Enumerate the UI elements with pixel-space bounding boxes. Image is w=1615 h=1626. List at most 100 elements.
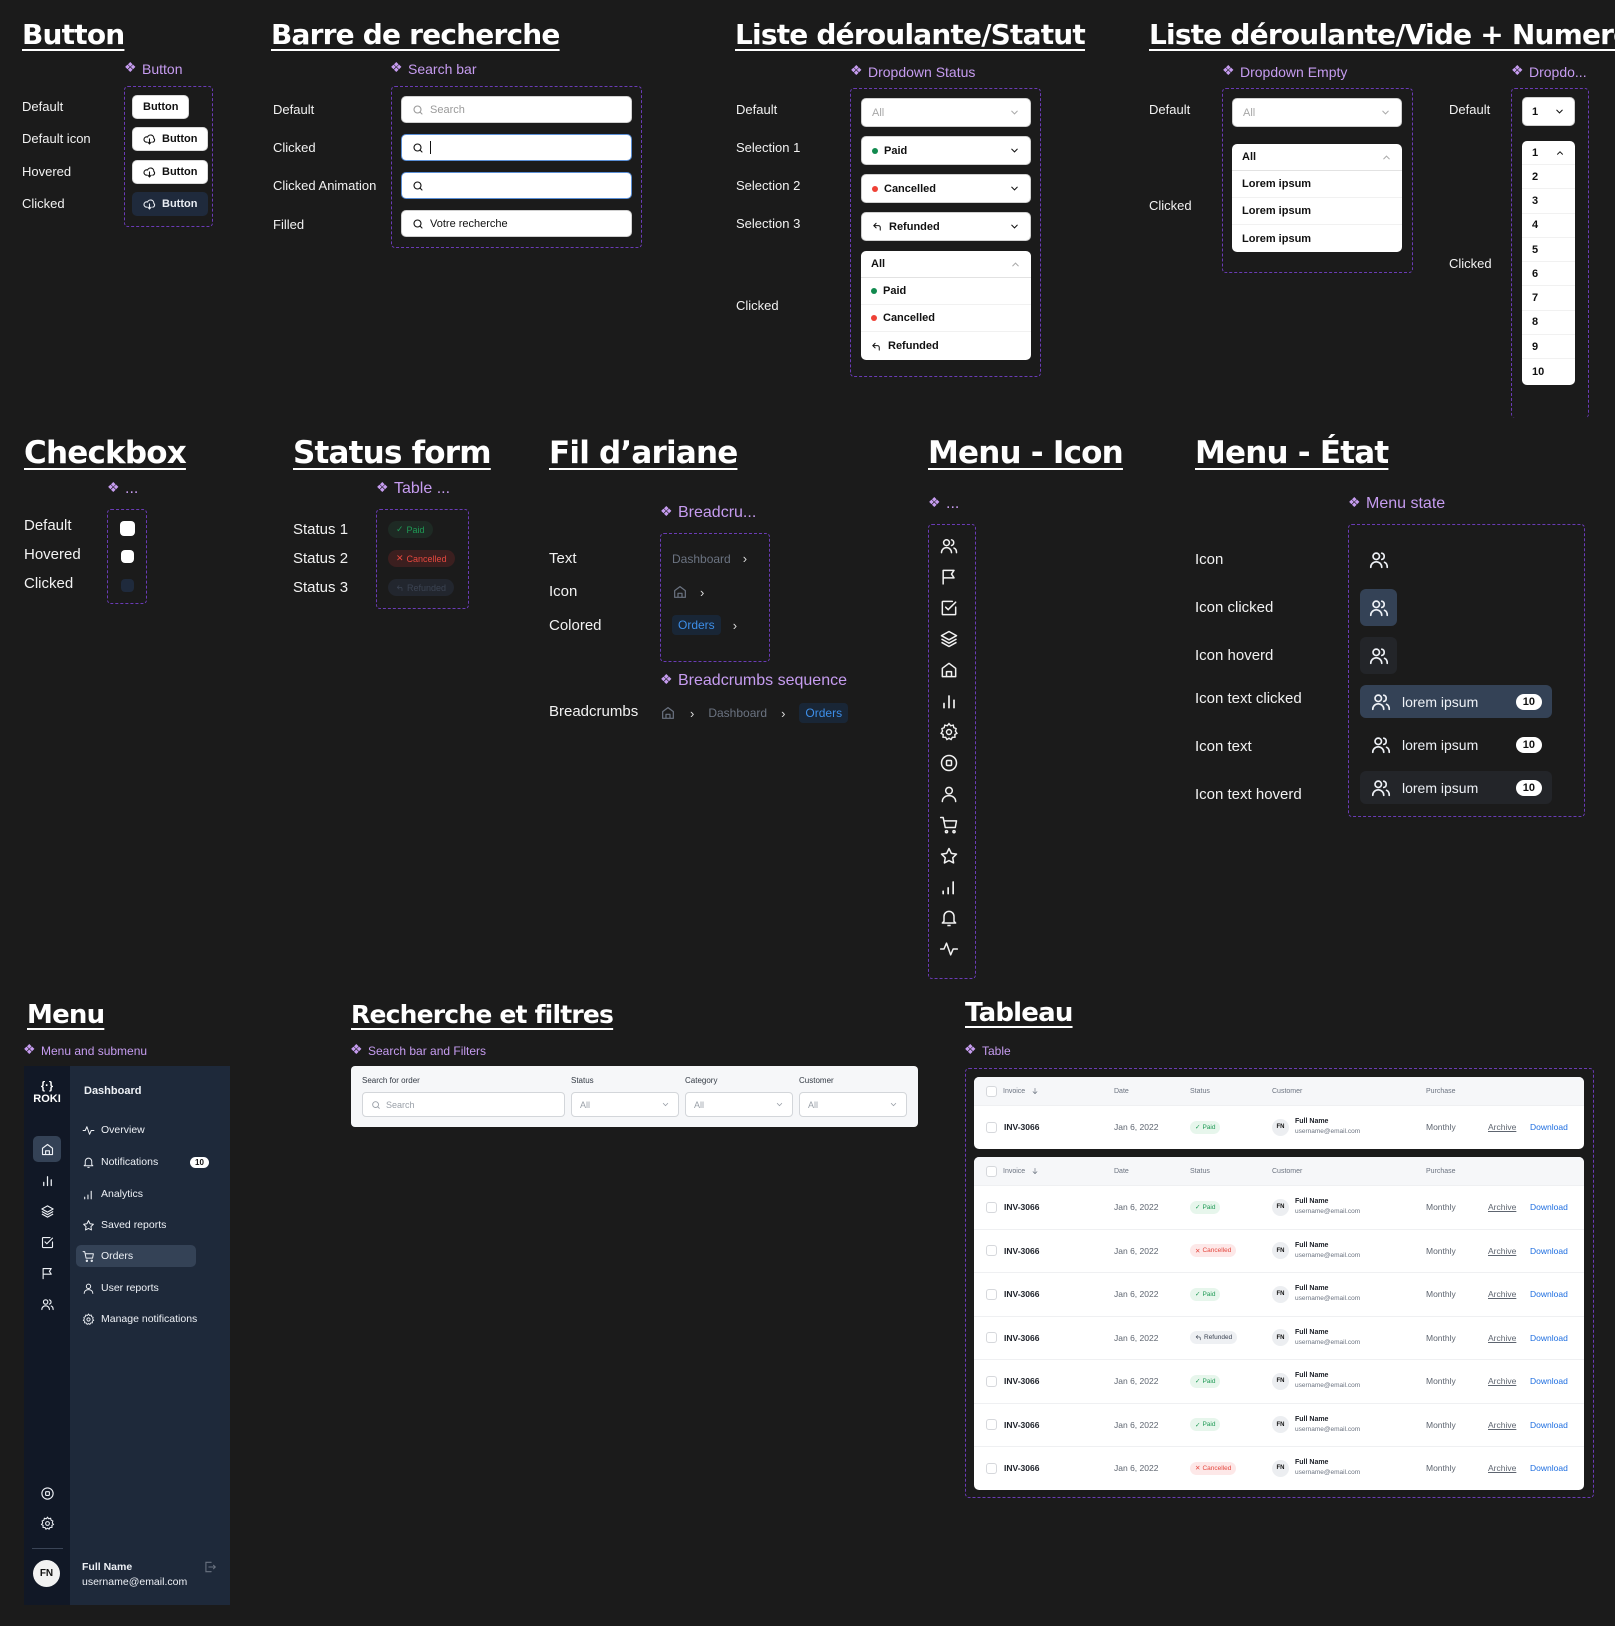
- sidebar-item-saved-reports[interactable]: Saved reports: [76, 1214, 196, 1236]
- avatar[interactable]: FN: [33, 1560, 60, 1587]
- rail-layers[interactable]: [33, 1198, 61, 1224]
- number-option[interactable]: 10: [1522, 359, 1575, 385]
- breadcrumb-colored[interactable]: Orders ›: [672, 615, 737, 635]
- number-option[interactable]: 7: [1522, 286, 1575, 311]
- row-checkbox[interactable]: [986, 1201, 997, 1213]
- gear-icon[interactable]: [939, 722, 959, 742]
- archive-link[interactable]: Archive: [1488, 1289, 1517, 1300]
- row-checkbox[interactable]: [986, 1332, 997, 1344]
- breadcrumb-text[interactable]: Dashboard ›: [672, 551, 747, 566]
- rail-flag[interactable]: [33, 1260, 61, 1286]
- button-hovered[interactable]: Button: [132, 160, 209, 184]
- sidebar-item-manage-notifications[interactable]: Manage notifications: [76, 1308, 216, 1330]
- row-checkbox[interactable]: [986, 1375, 997, 1387]
- status-dropdown-cancelled[interactable]: Cancelled: [861, 174, 1031, 203]
- download-link[interactable]: Download: [1530, 1376, 1568, 1387]
- stop-circle-icon[interactable]: [939, 753, 959, 773]
- number-option[interactable]: 5: [1522, 238, 1575, 263]
- breadcrumb-link[interactable]: Dashboard: [672, 551, 731, 566]
- search-input-clicked-animation[interactable]: [401, 172, 632, 199]
- rail-bar-chart[interactable]: [33, 1167, 61, 1193]
- dropdown-header[interactable]: All: [1232, 144, 1402, 171]
- search-input-clicked[interactable]: [401, 134, 632, 161]
- archive-link[interactable]: Archive: [1488, 1202, 1517, 1213]
- archive-link[interactable]: Archive: [1488, 1376, 1517, 1387]
- table-row[interactable]: INV-3066 Jan 6, 2022 ✓ Paid FN Full Name usern…: [974, 1272, 1584, 1316]
- sidebar-item-user-reports[interactable]: User reports: [76, 1277, 196, 1299]
- table-row[interactable]: INV-3066 Jan 6, 2022 ✓ Paid FN Full Name usern…: [974, 1359, 1584, 1403]
- number-option[interactable]: 6: [1522, 262, 1575, 287]
- bar-chart-icon[interactable]: [939, 691, 959, 711]
- logo[interactable]: {·} ROKI: [33, 1080, 61, 1106]
- select-all-checkbox[interactable]: [986, 1085, 997, 1097]
- check-square-icon[interactable]: [939, 598, 959, 618]
- flag-icon[interactable]: [939, 567, 959, 587]
- sidebar-item-analytics[interactable]: Analytics: [76, 1183, 196, 1205]
- download-link[interactable]: Download: [1530, 1122, 1568, 1133]
- button-default[interactable]: Button: [132, 95, 190, 119]
- menu-item-default[interactable]: lorem ipsum 10: [1360, 728, 1552, 761]
- rail-settings[interactable]: [33, 1510, 61, 1536]
- search-input-default[interactable]: Search: [401, 96, 632, 123]
- download-link[interactable]: Download: [1530, 1463, 1568, 1474]
- customer-filter-select[interactable]: All: [799, 1092, 907, 1117]
- breadcrumb-icon[interactable]: ›: [672, 584, 704, 600]
- number-dropdown-open[interactable]: 1 2 3 4 5 6 7 8 9 10: [1522, 141, 1575, 386]
- status-dropdown-paid[interactable]: Paid: [861, 136, 1031, 165]
- dropdown-option-paid[interactable]: Paid: [861, 278, 1031, 305]
- logout-icon[interactable]: [203, 1560, 217, 1574]
- download-link[interactable]: Download: [1530, 1419, 1568, 1430]
- menu-icon-hovered[interactable]: [1360, 637, 1397, 674]
- status-filter-select[interactable]: All: [571, 1092, 679, 1117]
- number-dropdown-default[interactable]: 1: [1522, 97, 1575, 126]
- row-checkbox[interactable]: [986, 1462, 997, 1474]
- row-checkbox[interactable]: [986, 1121, 997, 1133]
- signal-icon[interactable]: [939, 877, 959, 897]
- user-icon[interactable]: [939, 784, 959, 804]
- download-link[interactable]: Download: [1530, 1332, 1568, 1343]
- dropdown-header[interactable]: All: [861, 251, 1031, 278]
- breadcrumb-link[interactable]: Dashboard: [708, 706, 768, 720]
- rail-users[interactable]: [33, 1291, 61, 1317]
- header-invoice[interactable]: Invoice: [986, 1085, 1039, 1097]
- table-row[interactable]: INV-3066 Jan 6, 2022 ✓ Paid FN Full Name us…: [974, 1105, 1584, 1149]
- dropdown-option[interactable]: Lorem ipsum: [1232, 171, 1402, 198]
- menu-item-clicked[interactable]: lorem ipsum 10: [1360, 685, 1552, 718]
- menu-icon-default[interactable]: [1360, 541, 1397, 578]
- menu-item-hovered[interactable]: lorem ipsum 10: [1360, 771, 1552, 804]
- download-link[interactable]: Download: [1530, 1245, 1568, 1256]
- bell-icon[interactable]: [939, 908, 959, 928]
- number-option[interactable]: 4: [1522, 214, 1575, 238]
- layers-icon[interactable]: [939, 629, 959, 649]
- dropdown-option[interactable]: Lorem ipsum: [1232, 225, 1402, 252]
- archive-link[interactable]: Archive: [1488, 1122, 1517, 1133]
- row-checkbox[interactable]: [986, 1245, 997, 1257]
- download-link[interactable]: Download: [1530, 1202, 1568, 1213]
- table-row[interactable]: INV-3066 Jan 6, 2022 ✓ Paid FN Full Name usern…: [974, 1402, 1584, 1447]
- number-option[interactable]: 1: [1522, 141, 1575, 165]
- breadcrumb-link-active[interactable]: Orders: [672, 615, 721, 635]
- rail-support[interactable]: [33, 1480, 61, 1506]
- number-option[interactable]: 9: [1522, 335, 1575, 360]
- sidebar-item-orders[interactable]: Orders: [76, 1245, 196, 1267]
- archive-link[interactable]: Archive: [1488, 1245, 1517, 1256]
- dropdown-option-cancelled[interactable]: Cancelled: [861, 305, 1031, 332]
- activity-icon[interactable]: [939, 939, 959, 959]
- archive-link[interactable]: Archive: [1488, 1419, 1517, 1430]
- button-default-icon[interactable]: Button: [132, 127, 209, 151]
- rail-check[interactable]: [33, 1229, 61, 1255]
- order-search-input[interactable]: Search: [362, 1092, 565, 1117]
- dropdown-option-refunded[interactable]: Refunded: [861, 332, 1031, 360]
- dropdown-option[interactable]: Lorem ipsum: [1232, 198, 1402, 225]
- number-option[interactable]: 2: [1522, 165, 1575, 190]
- checkbox-clicked[interactable]: [121, 579, 134, 592]
- sidebar-item-notifications[interactable]: Notifications 10: [76, 1151, 209, 1173]
- checkbox-hovered[interactable]: [121, 550, 134, 563]
- menu-icon-clicked[interactable]: [1360, 589, 1397, 626]
- search-input-filled[interactable]: Votre recherche: [401, 210, 632, 237]
- select-all-checkbox[interactable]: [986, 1165, 997, 1177]
- status-dropdown-default[interactable]: All: [861, 98, 1031, 127]
- status-dropdown-refunded[interactable]: Refunded: [861, 212, 1031, 241]
- table-row[interactable]: INV-3066 Jan 6, 2022 Refunded FN Full Name us…: [974, 1315, 1584, 1360]
- archive-link[interactable]: Archive: [1488, 1463, 1517, 1474]
